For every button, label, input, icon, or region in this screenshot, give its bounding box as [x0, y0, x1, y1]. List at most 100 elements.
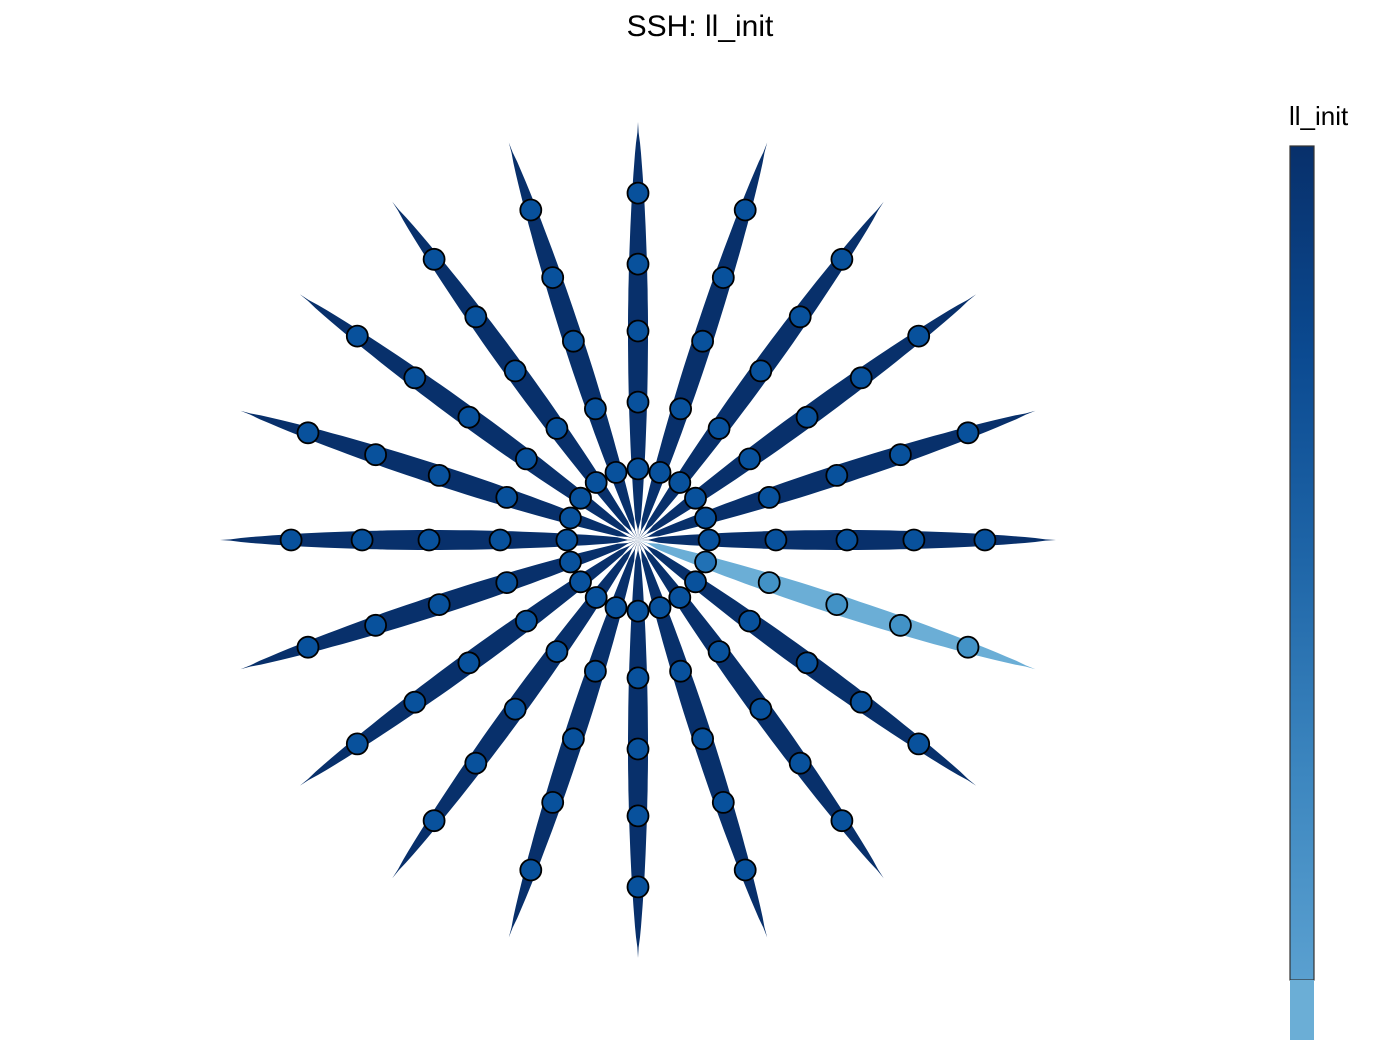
colorbar	[1289, 145, 1315, 1040]
arm-13	[299, 294, 638, 540]
node-marker	[648, 460, 672, 484]
node-marker	[749, 359, 773, 383]
colorbar-gradient	[1289, 145, 1315, 981]
node-marker	[907, 732, 931, 756]
node-marker	[669, 659, 692, 683]
node-marker	[584, 586, 608, 609]
node-marker	[562, 329, 585, 353]
node-marker	[345, 324, 369, 348]
node-marker	[503, 359, 527, 383]
node-marker	[422, 809, 446, 833]
node-marker	[684, 570, 707, 594]
node-marker	[830, 247, 854, 271]
arm-20	[638, 410, 1036, 540]
node-marker	[907, 324, 931, 348]
node-marker	[364, 613, 388, 637]
page-title: SSH: ll_init	[626, 10, 774, 43]
colorbar-extension	[1290, 980, 1314, 1040]
node-marker	[825, 593, 849, 616]
node-marker	[764, 528, 788, 552]
node-marker	[555, 528, 579, 552]
node-marker	[733, 198, 757, 222]
node-marker	[691, 329, 714, 353]
node-marker	[956, 635, 980, 659]
node-marker	[626, 252, 650, 276]
node-marker	[694, 506, 717, 530]
node-marker	[835, 528, 859, 552]
node-marker	[733, 858, 757, 882]
node-marker	[541, 266, 565, 290]
node-marker	[403, 366, 427, 390]
node-marker	[296, 635, 320, 659]
node-marker	[749, 697, 773, 721]
node-marker	[350, 528, 374, 552]
node-marker	[707, 640, 731, 663]
node-marker	[503, 697, 527, 721]
node-marker	[757, 571, 781, 594]
arm-17	[638, 142, 768, 540]
node-marker	[849, 690, 873, 714]
node-marker	[519, 198, 543, 222]
arm-2	[638, 540, 1036, 670]
arm-11	[220, 528, 638, 552]
node-marker	[584, 397, 607, 421]
node-marker	[711, 266, 735, 290]
node-marker	[691, 727, 714, 751]
arm-1	[638, 528, 1056, 552]
node-marker	[488, 528, 512, 552]
node-marker	[697, 528, 721, 552]
node-marker	[626, 457, 650, 481]
node-marker	[422, 247, 446, 271]
node-marker	[711, 791, 735, 814]
node-marker	[464, 751, 488, 775]
node-marker	[707, 416, 731, 440]
node-marker	[626, 181, 650, 205]
node-marker	[830, 809, 854, 833]
arm-6	[626, 540, 650, 958]
node-marker	[584, 471, 608, 494]
node-marker	[427, 463, 451, 487]
node-marker	[545, 416, 569, 440]
node-marker	[738, 609, 761, 633]
node-marker	[626, 319, 650, 343]
node-marker	[902, 528, 926, 552]
node-marker	[669, 397, 692, 421]
arm-18	[638, 201, 884, 541]
node-marker	[626, 875, 650, 899]
node-marker	[279, 528, 303, 552]
arm-12	[240, 410, 638, 540]
node-marker	[584, 659, 607, 683]
arm-8	[392, 540, 638, 879]
node-marker	[757, 485, 781, 509]
node-marker	[495, 485, 519, 509]
node-marker	[427, 593, 451, 616]
node-marker	[519, 858, 543, 882]
node-marker	[889, 443, 912, 467]
node-marker	[738, 447, 761, 471]
node-marker	[604, 460, 628, 484]
node-marker	[559, 506, 582, 530]
arm-15	[508, 142, 638, 540]
node-marker	[668, 471, 692, 494]
node-marker	[417, 528, 441, 552]
node-marker	[788, 305, 812, 329]
node-marker	[626, 804, 650, 828]
arm-19	[638, 294, 977, 540]
node-marker	[795, 405, 819, 429]
arm-9	[299, 540, 638, 786]
node-marker	[694, 550, 717, 574]
arm-5	[638, 540, 768, 938]
arm-4	[638, 540, 884, 879]
node-marker	[495, 571, 519, 594]
arm-16	[626, 122, 650, 540]
arm-14	[392, 201, 638, 541]
node-marker	[668, 586, 692, 609]
node-marker	[562, 727, 585, 751]
arms-layer	[220, 122, 1056, 958]
node-marker	[403, 690, 427, 714]
colorbar-label: ll_init	[1289, 101, 1349, 131]
node-marker	[973, 528, 997, 552]
node-marker	[626, 737, 650, 761]
node-marker	[345, 732, 369, 756]
